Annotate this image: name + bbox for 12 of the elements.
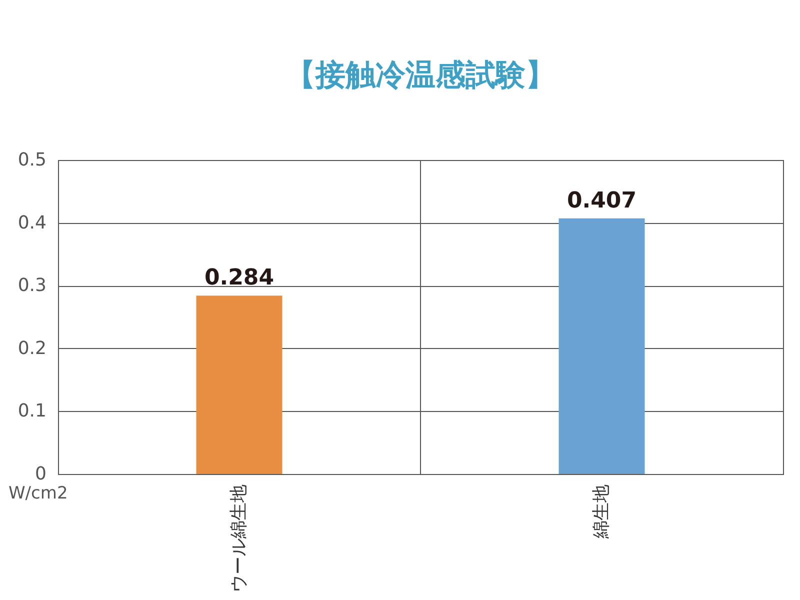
y-tick-label: 0.5 xyxy=(18,150,46,170)
y-tick-label: 0.2 xyxy=(18,338,46,359)
data-label: 0.407 xyxy=(566,188,637,214)
y-tick-label: 0.3 xyxy=(18,275,46,296)
y-tick-label: 0 xyxy=(35,464,46,484)
y-tick-label: 0.1 xyxy=(18,400,46,422)
y-axis-title: W/cm2 xyxy=(8,484,68,504)
chart-title: 【接触冷温感試験】 xyxy=(286,58,556,93)
data-label: 0.284 xyxy=(204,266,274,291)
x-tick-label: ウール綿生地 xyxy=(228,484,250,592)
x-tick-label: 綿生地 xyxy=(590,484,612,540)
y-tick-label: 0.4 xyxy=(18,212,46,234)
